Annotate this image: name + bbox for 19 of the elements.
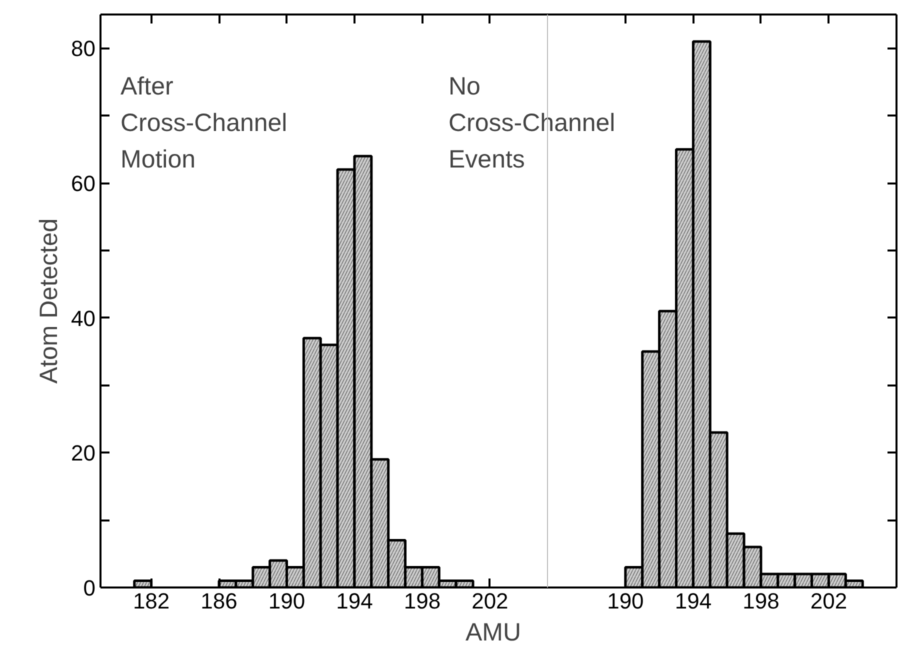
x-tick-label: 194 [674,588,712,614]
annotation: No Cross-Channel Events [448,72,616,174]
y-tick-label: 20 [71,440,96,466]
x-tick-label: 198 [404,588,441,614]
x-tick-label: 190 [268,588,306,614]
x-tick-label: 186 [200,588,238,614]
y-tick-label: 0 [83,576,96,600]
y-axis-title: Atom Detected [35,218,64,384]
y-tick-label: 40 [71,306,96,331]
annotation: After Cross-Channel Motion [120,72,288,174]
y-tick-label: 60 [71,171,96,196]
y-tick-label: 80 [71,36,96,62]
x-tick-label: 202 [810,588,848,614]
x-axis-title: AMU [466,618,522,646]
x-tick-label: 182 [132,588,170,614]
x-tick-label: 198 [742,588,780,614]
x-tick-label: 202 [472,588,508,614]
x-tick-label: 190 [607,588,644,614]
x-tick-label: 194 [336,588,373,614]
